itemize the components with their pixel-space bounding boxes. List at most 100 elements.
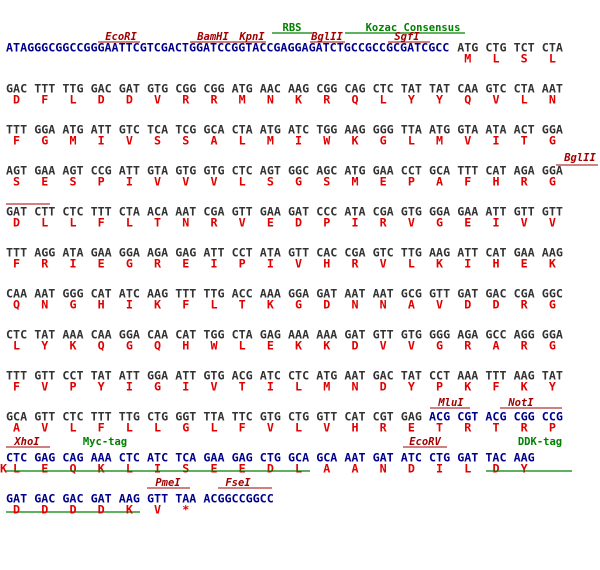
amino-acid: G bbox=[154, 380, 161, 394]
amino-acid: I bbox=[126, 380, 133, 394]
amino-acid: S bbox=[182, 134, 189, 148]
amino-acid: N bbox=[267, 93, 274, 107]
codon: CAT bbox=[344, 410, 365, 424]
amino-acid: R bbox=[182, 93, 190, 107]
codon: ATG bbox=[260, 123, 281, 137]
annotation-label: DDK-tag bbox=[518, 436, 562, 448]
amino-acid: D bbox=[98, 503, 105, 517]
amino-acid: I bbox=[351, 216, 358, 230]
codon: GTT bbox=[316, 410, 337, 424]
codon: GAT bbox=[457, 287, 478, 301]
vector-codon: TAA bbox=[175, 492, 196, 506]
amino-acid: E bbox=[267, 339, 274, 353]
codon: GTT bbox=[232, 205, 253, 219]
codon: AGT bbox=[260, 164, 281, 178]
amino-acid: D bbox=[492, 298, 499, 312]
codon: AGA bbox=[147, 246, 168, 260]
codon: TTG bbox=[203, 287, 224, 301]
amino-acid: L bbox=[126, 462, 133, 476]
amino-acid: R bbox=[464, 421, 472, 435]
amino-acid: V bbox=[239, 216, 246, 230]
amino-acid: F bbox=[98, 216, 105, 230]
codon: GTG bbox=[175, 164, 196, 178]
codon: CTC bbox=[288, 369, 309, 383]
vector-codon: ATC bbox=[401, 451, 422, 465]
codon: CTG bbox=[288, 410, 309, 424]
amino-acid: L bbox=[69, 421, 76, 435]
amino-acid: A bbox=[323, 462, 330, 476]
amino-acid: S bbox=[13, 175, 20, 189]
amino-acid: Y bbox=[408, 93, 415, 107]
amino-acid: H bbox=[323, 257, 330, 271]
codon: GCG bbox=[401, 287, 422, 301]
amino-acid: R bbox=[521, 175, 529, 189]
codon: AAG bbox=[542, 246, 563, 260]
amino-acid: L bbox=[239, 175, 246, 189]
amino-acid: V bbox=[464, 134, 471, 148]
codon: ATG bbox=[457, 41, 478, 55]
vector-codon: CGT bbox=[457, 410, 478, 424]
amino-acid: P bbox=[408, 175, 415, 189]
codon: GCA bbox=[6, 410, 27, 424]
amino-acid: L bbox=[239, 134, 246, 148]
codon: ACC bbox=[232, 287, 253, 301]
codon: TTT bbox=[485, 369, 506, 383]
codon: AGG bbox=[514, 328, 535, 342]
codon: TTT bbox=[91, 205, 112, 219]
vector-codon: ATC bbox=[147, 451, 168, 465]
amino-acid: V bbox=[267, 421, 274, 435]
codon: ACG bbox=[232, 369, 253, 383]
codon: GGT bbox=[175, 410, 196, 424]
codon: ATG bbox=[344, 164, 365, 178]
amino-acid: P bbox=[69, 380, 76, 394]
codon: ATA bbox=[62, 246, 83, 260]
codon: GGG bbox=[373, 123, 394, 137]
amino-acid: L bbox=[380, 93, 387, 107]
codon: GTT bbox=[514, 205, 535, 219]
codon: ATT bbox=[175, 369, 196, 383]
amino-acid: N bbox=[549, 93, 556, 107]
codon: CGA bbox=[514, 287, 535, 301]
codon: CGA bbox=[203, 205, 224, 219]
codon: TTT bbox=[6, 369, 27, 383]
codon: CTA bbox=[232, 123, 253, 137]
codon: AGC bbox=[316, 164, 337, 178]
vector-codon: ACG bbox=[429, 410, 450, 424]
codon: AAC bbox=[260, 82, 281, 96]
vector-codon: GCA bbox=[288, 451, 309, 465]
codon: GAG bbox=[260, 328, 281, 342]
annotation-label: SgfI bbox=[394, 31, 420, 43]
amino-acid: L bbox=[154, 421, 161, 435]
codon: ATT bbox=[485, 205, 506, 219]
vector-codon: AAT bbox=[344, 451, 365, 465]
amino-acid: D bbox=[13, 216, 20, 230]
amino-acid: R bbox=[380, 421, 388, 435]
codon: CAC bbox=[316, 246, 337, 260]
amino-acid: K bbox=[549, 257, 556, 271]
amino-acid: H bbox=[492, 175, 499, 189]
amino-acid: F bbox=[13, 257, 20, 271]
codon: TTA bbox=[203, 410, 224, 424]
amino-acid: V bbox=[323, 421, 330, 435]
codon: AAT bbox=[542, 82, 563, 96]
amino-acid: A bbox=[492, 339, 499, 353]
codon: CTC bbox=[232, 164, 253, 178]
annotation-label: NotI bbox=[507, 397, 534, 409]
amino-acid: D bbox=[13, 503, 20, 517]
amino-acid: V bbox=[126, 134, 133, 148]
annotation-label: BamHI bbox=[196, 31, 229, 43]
codon: AAT bbox=[34, 287, 55, 301]
amino-acid: T bbox=[521, 134, 528, 148]
amino-acid: L bbox=[408, 257, 415, 271]
amino-acid: D bbox=[380, 380, 387, 394]
codon: ATA bbox=[344, 205, 365, 219]
amino-acid: R bbox=[351, 257, 359, 271]
amino-acid: E bbox=[521, 257, 528, 271]
vector-codon: GAT bbox=[373, 451, 394, 465]
vector-codon: AAG bbox=[119, 492, 140, 506]
amino-acid: I bbox=[492, 134, 499, 148]
amino-acid: R bbox=[521, 339, 529, 353]
codon: TTT bbox=[175, 287, 196, 301]
codon: GTC bbox=[119, 123, 140, 137]
amino-acid: D bbox=[464, 298, 471, 312]
